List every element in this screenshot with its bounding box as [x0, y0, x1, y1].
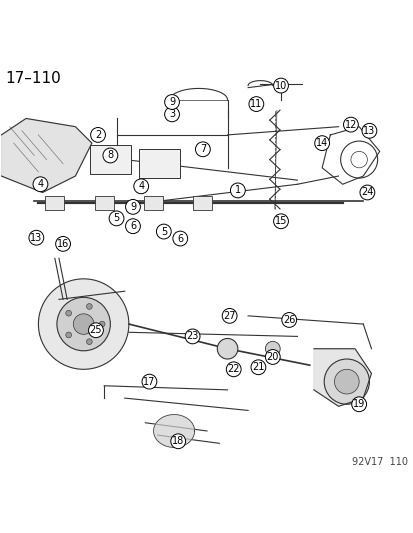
Text: 21: 21 — [252, 362, 264, 372]
FancyBboxPatch shape — [193, 196, 212, 210]
Circle shape — [66, 332, 71, 338]
Text: 25: 25 — [90, 325, 102, 335]
Circle shape — [361, 124, 376, 138]
Text: 2: 2 — [95, 130, 101, 140]
Text: 10: 10 — [274, 80, 287, 91]
Text: 17–110: 17–110 — [5, 71, 61, 86]
Circle shape — [86, 339, 92, 344]
Circle shape — [156, 224, 171, 239]
Text: 3: 3 — [169, 109, 175, 119]
Circle shape — [109, 211, 123, 226]
Circle shape — [250, 360, 265, 375]
Circle shape — [314, 136, 329, 150]
Circle shape — [86, 304, 92, 309]
Circle shape — [173, 231, 187, 246]
Text: 23: 23 — [186, 332, 198, 342]
Text: 24: 24 — [360, 188, 373, 198]
Circle shape — [164, 107, 179, 122]
Circle shape — [265, 350, 280, 365]
Text: 4: 4 — [37, 179, 43, 189]
Circle shape — [226, 362, 240, 377]
Text: 92V17  110: 92V17 110 — [351, 457, 408, 467]
Text: 12: 12 — [344, 119, 356, 130]
Circle shape — [359, 185, 374, 200]
Text: 11: 11 — [249, 99, 262, 109]
Text: 16: 16 — [57, 239, 69, 249]
Polygon shape — [153, 415, 194, 447]
Circle shape — [248, 96, 263, 111]
FancyBboxPatch shape — [95, 196, 114, 210]
Circle shape — [195, 142, 210, 157]
Text: 5: 5 — [113, 213, 119, 223]
Circle shape — [55, 237, 70, 251]
Circle shape — [142, 374, 157, 389]
Text: 6: 6 — [130, 221, 136, 231]
FancyBboxPatch shape — [45, 196, 64, 210]
Text: 26: 26 — [282, 315, 295, 325]
Circle shape — [222, 309, 237, 323]
Text: 9: 9 — [130, 202, 136, 212]
Circle shape — [38, 279, 128, 369]
Circle shape — [164, 95, 179, 109]
Circle shape — [57, 297, 110, 351]
Text: 18: 18 — [172, 437, 184, 446]
Circle shape — [171, 434, 185, 449]
Text: 22: 22 — [227, 365, 240, 374]
Circle shape — [73, 314, 94, 334]
Text: 15: 15 — [274, 216, 287, 227]
FancyBboxPatch shape — [90, 145, 131, 174]
Text: 7: 7 — [199, 144, 206, 154]
Polygon shape — [313, 349, 370, 406]
Circle shape — [323, 359, 368, 404]
FancyBboxPatch shape — [139, 149, 180, 178]
Circle shape — [265, 341, 280, 356]
Circle shape — [99, 321, 105, 327]
Circle shape — [343, 117, 358, 132]
Text: 19: 19 — [352, 399, 364, 409]
Text: 17: 17 — [143, 377, 155, 386]
Circle shape — [133, 179, 148, 193]
Circle shape — [217, 338, 237, 359]
Text: 14: 14 — [315, 138, 328, 148]
Text: 6: 6 — [177, 233, 183, 244]
Text: 5: 5 — [160, 227, 166, 237]
Text: 27: 27 — [223, 311, 235, 321]
Circle shape — [351, 397, 366, 411]
Circle shape — [230, 183, 244, 198]
Circle shape — [125, 219, 140, 233]
Circle shape — [103, 148, 117, 163]
Circle shape — [29, 230, 44, 245]
Text: 20: 20 — [266, 352, 278, 362]
Circle shape — [125, 199, 140, 214]
Circle shape — [185, 329, 199, 344]
Circle shape — [88, 323, 103, 337]
Circle shape — [90, 127, 105, 142]
Text: 1: 1 — [234, 185, 240, 196]
Circle shape — [281, 312, 296, 327]
FancyBboxPatch shape — [144, 196, 163, 210]
Text: 13: 13 — [363, 126, 375, 136]
Circle shape — [33, 177, 48, 192]
Text: 9: 9 — [169, 97, 175, 107]
Circle shape — [66, 310, 71, 316]
Text: 8: 8 — [107, 150, 113, 160]
Circle shape — [273, 214, 288, 229]
Circle shape — [273, 78, 288, 93]
Text: 4: 4 — [138, 181, 144, 191]
Text: 13: 13 — [30, 233, 43, 243]
Circle shape — [334, 369, 358, 394]
Polygon shape — [1, 118, 92, 192]
